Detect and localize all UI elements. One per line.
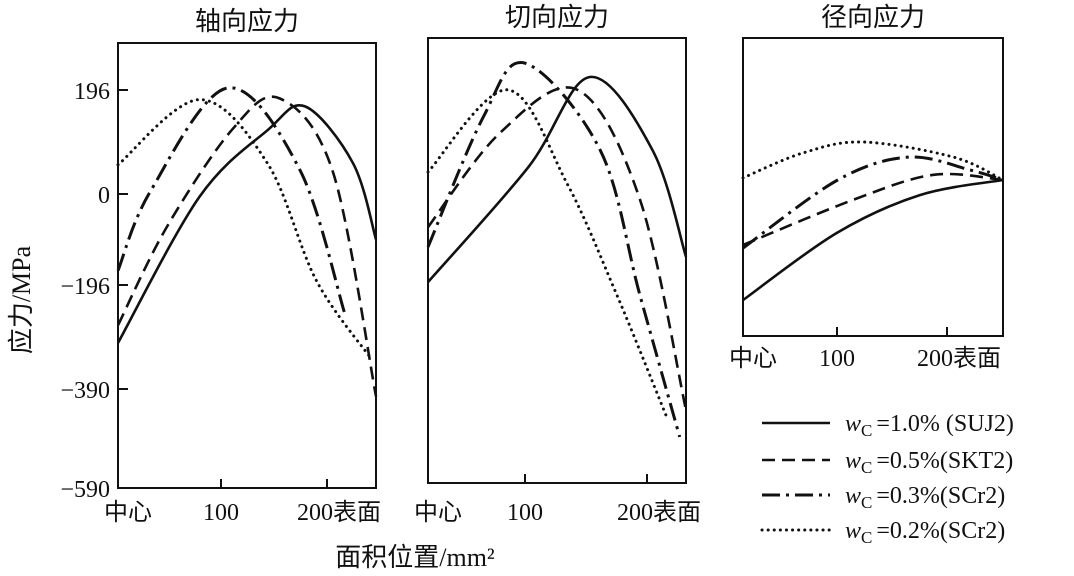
legend-text: =0.2%(SCr2) bbox=[876, 518, 1005, 544]
y-tick-label: −196 bbox=[60, 274, 110, 300]
legend-var: w bbox=[845, 411, 861, 437]
y-tick-label: −390 bbox=[60, 378, 110, 404]
legend-text: =0.3%(SCr2) bbox=[876, 483, 1005, 509]
plot-frame bbox=[117, 42, 377, 489]
plot-frame bbox=[427, 37, 687, 484]
series-line-solid bbox=[116, 103, 378, 344]
y-axis-label: 应力/MPa bbox=[7, 245, 36, 354]
panel-title: 轴向应力 bbox=[195, 7, 299, 36]
x-tick-label: 中心 bbox=[414, 499, 462, 526]
series-line-dotted bbox=[426, 88, 669, 420]
x-tick-label: 中心 bbox=[104, 499, 152, 526]
legend: wC =1.0% (SUJ2)wC =0.5%(SKT2)wC =0.3%(SCr2)… bbox=[760, 411, 1014, 547]
plot-area: 中心 100 200表面 bbox=[729, 140, 1005, 372]
series-line-solid bbox=[742, 178, 1004, 302]
series-line-dashed bbox=[742, 172, 1004, 247]
series-line-dashed bbox=[426, 86, 688, 411]
series-line-dashdot bbox=[426, 61, 682, 438]
legend-var: w bbox=[845, 483, 861, 509]
panel-title: 径向应力 bbox=[821, 3, 925, 32]
legend-label: wC =0.5%(SKT2) bbox=[845, 448, 1013, 477]
panel-radial: 径向应力 中心 100 200表面 bbox=[729, 3, 1005, 372]
panel-title: 切向应力 bbox=[505, 3, 609, 32]
legend-item: wC =0.3%(SCr2) bbox=[762, 483, 1005, 512]
series-line-dotted bbox=[116, 98, 374, 361]
legend-text: =1.0% (SUJ2) bbox=[876, 411, 1014, 437]
series-line-dashdot bbox=[742, 155, 1004, 250]
panel-tangential: 切向应力 中心 100 200表面 bbox=[414, 3, 701, 526]
legend-var: w bbox=[845, 448, 861, 474]
plot-area: 中心 100 200表面 bbox=[414, 61, 701, 526]
legend-sub: C bbox=[861, 528, 872, 547]
legend-item: wC =0.5%(SKT2) bbox=[762, 448, 1013, 477]
legend-item: wC =1.0% (SUJ2) bbox=[762, 411, 1014, 440]
series-line-dashdot bbox=[116, 86, 347, 314]
x-tick-label: 100 bbox=[507, 500, 543, 526]
series-line-dashed bbox=[116, 95, 378, 397]
x-tick-label: 200表面 bbox=[617, 499, 701, 526]
y-tick-label: −590 bbox=[60, 477, 110, 503]
y-tick-label: 196 bbox=[74, 79, 110, 105]
legend-label: wC =0.3%(SCr2) bbox=[845, 483, 1005, 512]
series-line-solid bbox=[427, 75, 688, 283]
y-tick-label: 0 bbox=[98, 183, 110, 209]
series-line-dotted bbox=[741, 140, 1005, 182]
x-tick-label: 100 bbox=[203, 500, 239, 526]
legend-sub: C bbox=[861, 421, 872, 440]
x-tick-label: 200表面 bbox=[917, 345, 1001, 372]
legend-var: w bbox=[845, 518, 861, 544]
legend-sub: C bbox=[861, 493, 872, 512]
legend-label: wC =1.0% (SUJ2) bbox=[845, 411, 1014, 440]
x-tick-label: 200表面 bbox=[297, 499, 381, 526]
legend-sub: C bbox=[861, 458, 872, 477]
plot-frame bbox=[742, 37, 1004, 337]
x-tick-label: 中心 bbox=[729, 345, 777, 372]
legend-item: wC =0.2%(SCr2) bbox=[760, 518, 1005, 547]
x-tick-label: 100 bbox=[819, 346, 855, 372]
legend-label: wC =0.2%(SCr2) bbox=[845, 518, 1005, 547]
x-axis-label: 面积位置/mm² bbox=[335, 543, 495, 572]
legend-text: =0.5%(SKT2) bbox=[876, 448, 1013, 474]
